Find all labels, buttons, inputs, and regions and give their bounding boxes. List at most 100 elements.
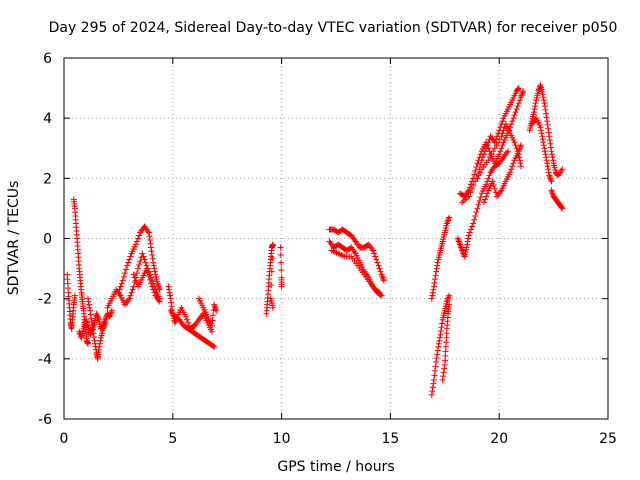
data-point — [167, 295, 174, 302]
data-point — [512, 109, 519, 116]
data-point — [543, 157, 550, 164]
data-point — [508, 166, 515, 173]
data-point — [465, 193, 472, 200]
y-tick-label: 6 — [43, 51, 52, 67]
data-point — [134, 235, 141, 242]
data-point — [118, 280, 125, 287]
data-point — [477, 161, 484, 168]
data-point — [541, 148, 548, 155]
data-point — [168, 299, 175, 306]
data-point — [476, 166, 483, 173]
data-point — [97, 337, 104, 344]
data-point — [470, 182, 477, 189]
data-point — [108, 307, 115, 314]
data-point — [269, 241, 276, 248]
data-point — [532, 103, 539, 110]
data-point — [510, 160, 517, 167]
data-point — [434, 262, 441, 269]
data-point — [84, 295, 91, 302]
data-point — [431, 279, 438, 286]
data-point — [486, 154, 493, 161]
data-point — [145, 229, 152, 236]
data-point — [559, 166, 566, 173]
data-point — [440, 373, 447, 380]
data-point — [547, 140, 554, 147]
data-point — [430, 286, 437, 293]
data-point — [87, 311, 94, 318]
data-point — [147, 240, 154, 247]
data-point — [151, 289, 158, 296]
data-point — [430, 380, 437, 387]
data-point — [470, 220, 477, 227]
data-point — [465, 235, 472, 242]
data-point — [469, 223, 475, 230]
data-point — [467, 189, 474, 196]
series-arc-k — [263, 241, 276, 317]
data-point — [464, 238, 471, 245]
data-point — [547, 175, 554, 182]
data-point — [141, 256, 148, 263]
data-point — [429, 292, 436, 299]
data-point — [438, 324, 445, 331]
data-point — [137, 258, 144, 265]
series-arc-d — [84, 295, 109, 362]
data-point — [512, 142, 519, 149]
series-arc-s — [454, 148, 511, 260]
data-point — [539, 133, 546, 140]
x-tick-label: 20 — [490, 431, 508, 447]
data-point — [155, 283, 162, 290]
data-point — [434, 259, 441, 266]
data-point — [484, 190, 491, 197]
data-point — [434, 347, 441, 354]
data-point — [208, 328, 215, 335]
data-point — [165, 283, 172, 290]
data-point — [548, 148, 555, 155]
data-point — [544, 118, 551, 125]
data-point — [517, 142, 524, 149]
data-point — [133, 238, 140, 245]
data-point — [480, 151, 487, 158]
data-point — [445, 217, 452, 224]
data-point — [86, 304, 93, 311]
data-point — [545, 129, 552, 136]
data-point — [516, 157, 523, 164]
data-point — [277, 244, 284, 251]
data-point — [129, 286, 136, 293]
data-point — [430, 283, 437, 290]
data-point — [469, 185, 475, 192]
data-point — [140, 253, 147, 260]
series-arc-u — [459, 121, 524, 206]
data-point — [531, 106, 538, 113]
data-point — [483, 181, 490, 188]
data-point — [211, 343, 218, 350]
data-point — [208, 322, 215, 329]
data-point — [545, 169, 552, 176]
data-point — [496, 151, 503, 158]
data-point — [119, 277, 126, 284]
data-point — [546, 133, 553, 140]
series-arc-z — [548, 187, 566, 212]
data-point — [482, 148, 489, 155]
data-point — [210, 312, 217, 319]
data-point — [495, 130, 502, 137]
data-point — [102, 319, 109, 326]
data-point — [430, 376, 437, 383]
data-point — [475, 170, 482, 177]
data-point — [547, 144, 554, 151]
data-point — [480, 199, 487, 206]
data-point — [121, 270, 128, 277]
data-point — [125, 259, 132, 266]
x-tick-label: 25 — [599, 431, 617, 447]
data-point — [550, 157, 557, 164]
x-tick-labels: 0 5 10 15 20 25 — [60, 431, 617, 447]
data-point — [509, 163, 516, 170]
data-point — [542, 110, 549, 117]
data-point — [485, 139, 492, 146]
data-point — [371, 250, 378, 257]
data-point — [127, 292, 134, 299]
data-point — [437, 331, 444, 338]
data-point — [511, 112, 518, 119]
data-point — [437, 328, 444, 335]
data-point — [134, 265, 141, 272]
data-point — [439, 376, 446, 383]
